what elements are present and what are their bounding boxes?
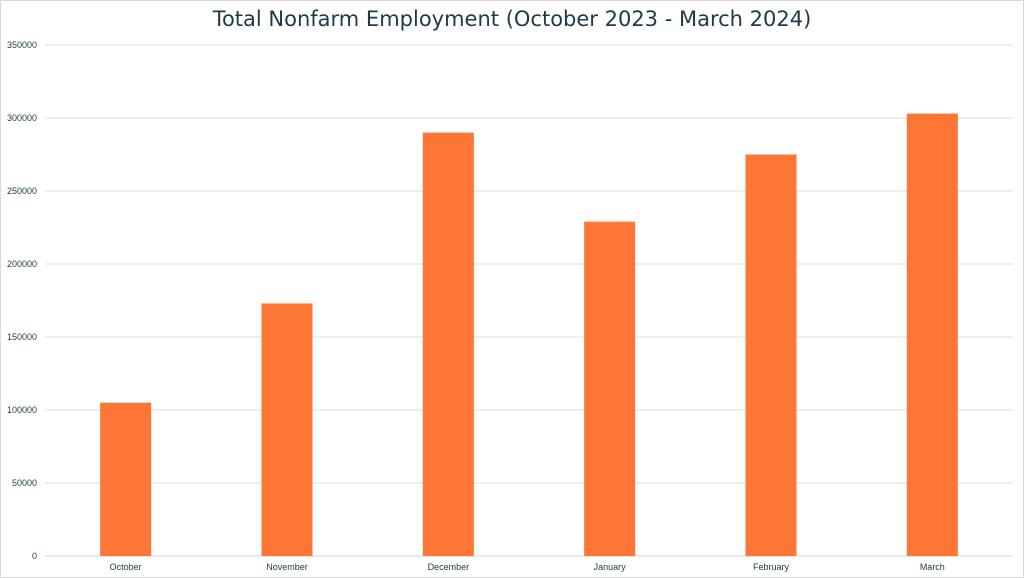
x-tick-label: November [266,562,308,572]
y-tick-label: 200000 [7,259,37,269]
y-tick-label: 50000 [12,478,37,488]
x-tick-label: January [594,562,627,572]
bars [100,113,958,557]
y-tick-label: 250000 [7,186,37,196]
x-tick-label: February [753,562,790,572]
x-axis-ticks: October November December January February Ma… [110,562,945,572]
y-tick-label: 300000 [7,113,37,123]
bar-november [261,303,313,556]
y-tick-label: 100000 [7,405,37,415]
y-tick-label: 350000 [7,40,37,50]
bar-march [906,113,958,557]
x-tick-label: March [920,562,945,572]
y-axis-ticks: 0 50000 100000 150000 200000 250000 300000 3500… [7,40,37,561]
bar-january [584,221,636,556]
bar-october [100,402,152,556]
bar-december [422,132,474,556]
chart-title: Total Nonfarm Employment (October 2023 -… [212,7,812,31]
y-tick-label: 0 [32,551,37,561]
x-tick-label: December [428,562,470,572]
bar-february [745,154,797,556]
y-tick-label: 150000 [7,332,37,342]
x-tick-label: October [110,562,142,572]
gridlines [45,44,1013,557]
